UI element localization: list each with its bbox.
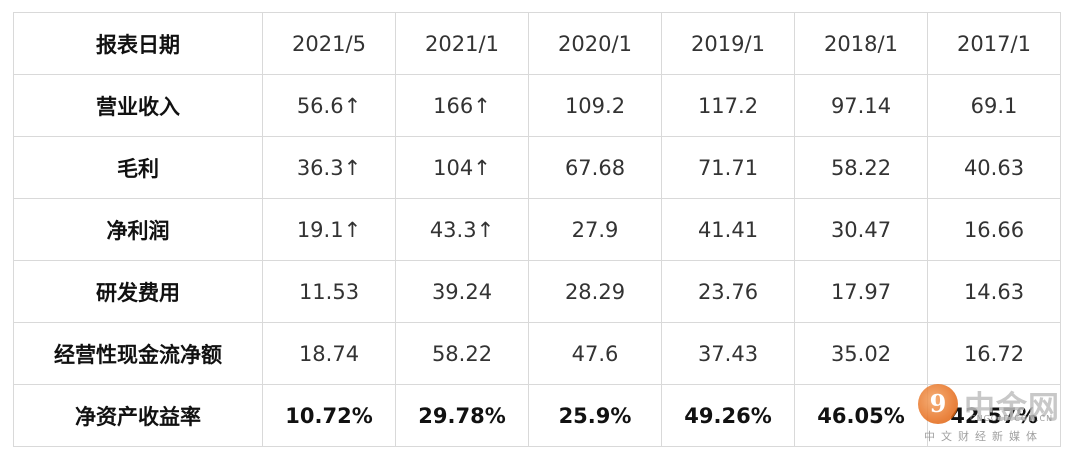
row-label: 净利润 <box>13 198 263 261</box>
table-cell: 29.78% <box>395 384 529 447</box>
table-cell: 56.6↑ <box>262 74 396 137</box>
table-cell: 69.1 <box>927 74 1061 137</box>
watermark-tagline: 中文财经新媒体 <box>924 430 1043 443</box>
table-cell: 11.53 <box>262 260 396 323</box>
table-cell: 58.22 <box>395 322 529 385</box>
table-cell: 14.63 <box>927 260 1061 323</box>
table-row-revenue: 营业收入 56.6↑ 166↑ 109.2 117.2 97.14 69.1 <box>13 74 1061 137</box>
table-cell: 49.26% <box>661 384 795 447</box>
table-header-row: 报表日期 2021/5 2021/1 2020/1 2019/1 2018/1 … <box>13 12 1061 75</box>
header-cell-report-date: 报表日期 <box>13 12 263 75</box>
table-cell: 18.74 <box>262 322 396 385</box>
table-cell: 23.76 <box>661 260 795 323</box>
table-row-net-profit: 净利润 19.1↑ 43.3↑ 27.9 41.41 30.47 16.66 <box>13 198 1061 261</box>
row-label: 净资产收益率 <box>13 384 263 447</box>
row-label: 毛利 <box>13 136 263 199</box>
table-cell: 117.2 <box>661 74 795 137</box>
table-cell: 47.6 <box>528 322 662 385</box>
row-label: 研发费用 <box>13 260 263 323</box>
table-cell: 40.63 <box>927 136 1061 199</box>
table-cell: 109.2 <box>528 74 662 137</box>
table-cell: 17.97 <box>794 260 928 323</box>
table-cell: 97.14 <box>794 74 928 137</box>
header-cell: 2019/1 <box>661 12 795 75</box>
brand-symbol: 9 <box>929 389 947 418</box>
table-cell: 41.41 <box>661 198 795 261</box>
header-cell: 2021/1 <box>395 12 529 75</box>
table-row-rnd-expense: 研发费用 11.53 39.24 28.29 23.76 17.97 14.63 <box>13 260 1061 323</box>
header-cell: 2018/1 <box>794 12 928 75</box>
table-cell: 58.22 <box>794 136 928 199</box>
header-cell: 2017/1 <box>927 12 1061 75</box>
table-cell: 16.66 <box>927 198 1061 261</box>
row-label: 营业收入 <box>13 74 263 137</box>
table-cell: 104↑ <box>395 136 529 199</box>
financial-table: 报表日期 2021/5 2021/1 2020/1 2019/1 2018/1 … <box>13 12 1061 447</box>
header-cell: 2020/1 <box>528 12 662 75</box>
table-cell: 39.24 <box>395 260 529 323</box>
table-cell: 67.68 <box>528 136 662 199</box>
table-cell: 27.9 <box>528 198 662 261</box>
table-cell: 25.9% <box>528 384 662 447</box>
brand-circle-icon: 9 <box>918 384 958 424</box>
table-cell: 71.71 <box>661 136 795 199</box>
header-cell: 2021/5 <box>262 12 396 75</box>
table-cell: 35.02 <box>794 322 928 385</box>
table-cell: 166↑ <box>395 74 529 137</box>
table-cell: 28.29 <box>528 260 662 323</box>
table-cell: 43.3↑ <box>395 198 529 261</box>
table-cell: 19.1↑ <box>262 198 396 261</box>
watermark-domain: CNGOLD.COM.CN <box>970 414 1054 423</box>
row-label: 经营性现金流净额 <box>13 322 263 385</box>
table-row-gross-profit: 毛利 36.3↑ 104↑ 67.68 71.71 58.22 40.63 <box>13 136 1061 199</box>
table-cell: 46.05% <box>794 384 928 447</box>
watermark-logo: 9 中金网 CNGOLD.COM.CN 中文财经新媒体 <box>918 380 1068 446</box>
table-cell: 16.72 <box>927 322 1061 385</box>
table-cell: 37.43 <box>661 322 795 385</box>
table-cell: 10.72% <box>262 384 396 447</box>
watermark-brand: 中金网 <box>964 390 1060 426</box>
table-row-operating-cash-flow: 经营性现金流净额 18.74 58.22 47.6 37.43 35.02 16… <box>13 322 1061 385</box>
table-cell: 30.47 <box>794 198 928 261</box>
table-cell: 36.3↑ <box>262 136 396 199</box>
table-row-roe: 净资产收益率 10.72% 29.78% 25.9% 49.26% 46.05%… <box>13 384 1061 447</box>
